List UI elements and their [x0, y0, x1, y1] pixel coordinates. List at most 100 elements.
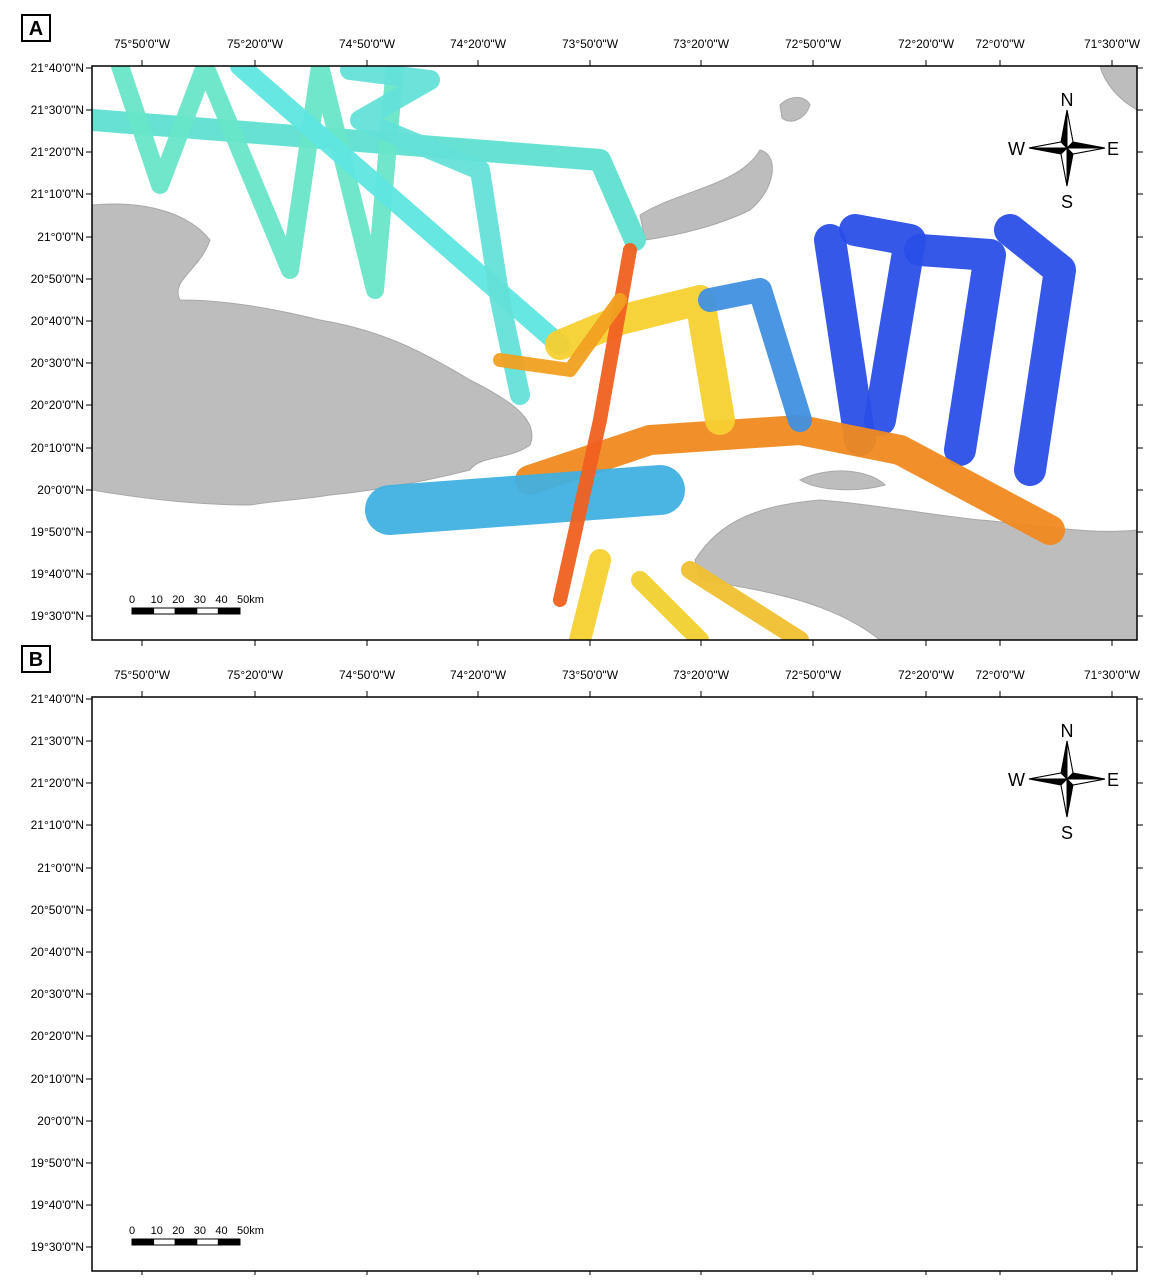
longitude-label: 73°20'0"W [673, 668, 730, 682]
scale-segment [174, 607, 198, 615]
track-nadir [350, 701, 520, 1026]
panel-label-box [21, 645, 51, 673]
latitude-label: 19°40'0"N [31, 567, 84, 581]
longitude-label: 73°50'0"W [562, 668, 619, 682]
scale-segment [153, 1238, 176, 1246]
map-panel: 75°50'0"W 75°20'0"W 74°50'0"W 74°20'0"W 73°5… [21, 14, 1143, 646]
latitude-label: 21°0'0"N [37, 230, 84, 244]
track-nadir [560, 931, 720, 1051]
latitude-label: 20°40'0"N [31, 945, 84, 959]
latitude-label: 21°40'0"N [31, 692, 84, 706]
survey-track [92, 109, 646, 251]
scale-label: 10 [151, 594, 163, 606]
survey-track [830, 871, 860, 1071]
scale-segment [217, 1238, 241, 1246]
land [92, 203, 533, 506]
track-nadir [240, 697, 560, 976]
track-nadir [530, 1061, 1050, 1161]
survey-track [710, 921, 800, 1051]
land [1099, 66, 1137, 111]
land [639, 149, 773, 241]
survey-track [340, 66, 530, 405]
scale-label: 30 [194, 1225, 206, 1237]
latitude-label: 19°50'0"N [31, 1156, 84, 1170]
latitude-label: 20°20'0"N [31, 1029, 84, 1043]
latitude-label: 19°30'0"N [31, 1240, 84, 1254]
scale-segment [196, 607, 219, 615]
land [695, 1131, 1137, 1271]
longitude-label: 71°30'0"W [1084, 37, 1141, 51]
latitude-label: 20°20'0"N [31, 398, 84, 412]
land [780, 729, 810, 753]
map-panel: 75°50'0"W 75°20'0"W 74°50'0"W 74°20'0"W 73°5… [21, 645, 1143, 1277]
track-nadir [690, 1201, 800, 1271]
survey-track [560, 881, 630, 1231]
survey-track [120, 697, 395, 921]
longitude-label: 74°50'0"W [339, 37, 396, 51]
track-nadir [1010, 861, 1060, 1101]
survey-track [640, 1211, 700, 1271]
panel-label: B [29, 649, 43, 671]
track-nadir [500, 931, 620, 1001]
scale-label: 30 [194, 594, 206, 606]
longitude-label: 71°30'0"W [1084, 668, 1141, 682]
longitude-label: 72°0'0"W [975, 37, 1025, 51]
longitude-label: 75°20'0"W [227, 668, 284, 682]
latitude-label: 20°10'0"N [31, 1072, 84, 1086]
longitude-label: 74°20'0"W [450, 37, 507, 51]
scale-label: 40 [215, 594, 227, 606]
land [798, 470, 886, 491]
latitude-label: 21°20'0"N [31, 145, 84, 159]
latitude-label: 20°30'0"N [31, 356, 84, 370]
survey-track [580, 1191, 600, 1271]
scale-segment [196, 1238, 219, 1246]
compass-south: S [1061, 192, 1073, 212]
scale-label: 50km [237, 594, 264, 606]
survey-track [631, 571, 709, 640]
longitude-label: 72°0'0"W [975, 668, 1025, 682]
survey-track [560, 931, 720, 1051]
longitude-label: 75°50'0"W [114, 668, 171, 682]
compass-north: N [1061, 721, 1074, 741]
compass-half [1028, 740, 1106, 818]
survey-track [350, 701, 520, 1026]
latitude-label: 20°0'0"N [37, 1114, 84, 1128]
scale-segment [174, 1238, 198, 1246]
track-nadir [830, 871, 860, 1071]
latitude-label: 19°50'0"N [31, 525, 84, 539]
longitude-label: 72°50'0"W [785, 37, 842, 51]
survey-track [681, 561, 809, 640]
scale-label: 50km [237, 1225, 264, 1237]
latitude-label: 21°40'0"N [31, 61, 84, 75]
latitude-label: 21°30'0"N [31, 734, 84, 748]
survey-track [111, 66, 404, 299]
compass-west: W [1008, 770, 1025, 790]
track-nadir [920, 881, 990, 1081]
land [694, 499, 1137, 640]
latitude-label: 20°30'0"N [31, 987, 84, 1001]
latitude-label: 21°20'0"N [31, 776, 84, 790]
scale-segment [153, 607, 176, 615]
land [779, 97, 811, 122]
map-content [92, 66, 1137, 640]
land [800, 1102, 885, 1121]
longitude-label: 74°50'0"W [339, 668, 396, 682]
survey-track [920, 881, 990, 1081]
latitude-label: 21°0'0"N [37, 861, 84, 875]
scale-label: 10 [151, 1225, 163, 1237]
latitude-label: 19°40'0"N [31, 1198, 84, 1212]
survey-track [92, 751, 635, 871]
scale-label: 0 [129, 1225, 135, 1237]
survey-track [904, 234, 1006, 466]
latitude-label: 21°30'0"N [31, 103, 84, 117]
survey-track [698, 278, 812, 432]
track-nadir [580, 1191, 600, 1271]
scale-segment [131, 607, 155, 615]
scale-label: 0 [129, 594, 135, 606]
map-frame [91, 696, 1138, 1272]
longitude-label: 72°20'0"W [898, 668, 955, 682]
latitude-label: 21°10'0"N [31, 187, 84, 201]
longitude-label: 73°20'0"W [673, 37, 730, 51]
compass-south: S [1061, 823, 1073, 843]
